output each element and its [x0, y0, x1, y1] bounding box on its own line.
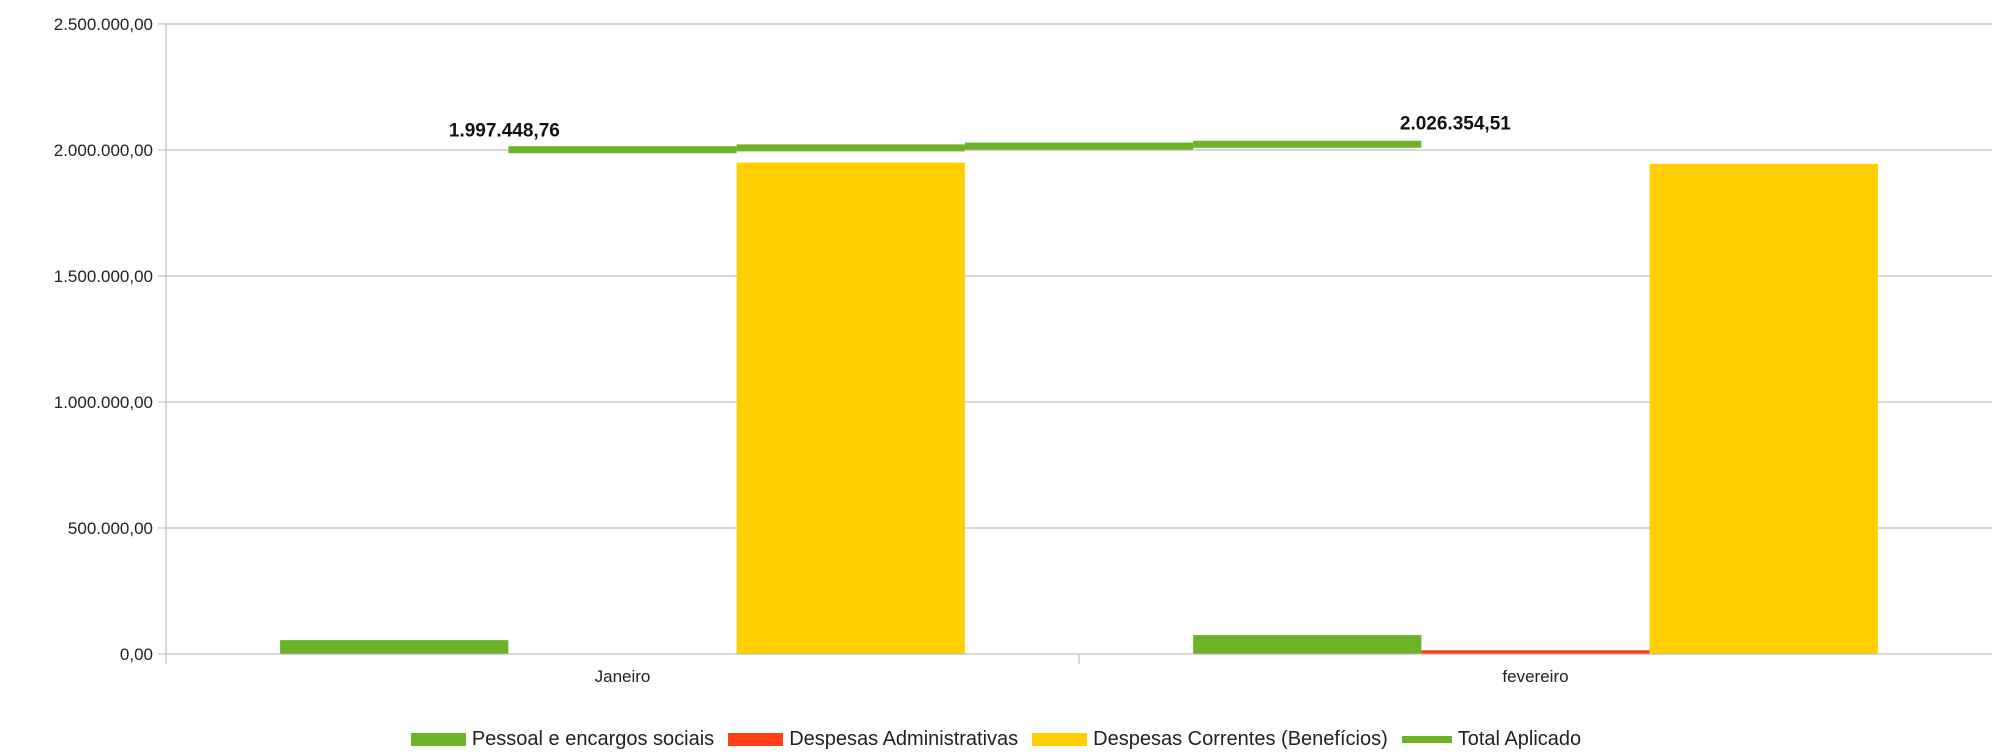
labels: 0,00 500.000,00 1.000.000,00 1.500.000,00 2.…	[54, 15, 1569, 686]
legend-swatch-pessoal	[410, 732, 466, 746]
legend-label-total: Total Aplicado	[1457, 727, 1582, 750]
x-tick-label: fevereiro	[1502, 667, 1568, 686]
legend-swatch-total	[1401, 735, 1452, 743]
y-tick-label: 0,00	[120, 645, 153, 664]
bar	[736, 162, 965, 654]
legend: Pessoal e encargos sociais Despesas Admi…	[0, 726, 1992, 752]
bars	[280, 162, 1878, 655]
legend-label-pessoal: Pessoal e encargos sociais	[471, 727, 715, 750]
y-tick-label: 1.500.000,00	[54, 267, 153, 286]
total-line	[508, 140, 1422, 154]
x-tick-label: Janeiro	[595, 667, 651, 686]
legend-item-administrativas: Despesas Administrativas	[728, 728, 1018, 751]
y-tick-label: 1.000.000,00	[54, 393, 153, 412]
bar	[1193, 635, 1422, 654]
legend-item-correntes: Despesas Correntes (Benefícios)	[1032, 728, 1388, 751]
legend-swatch-correntes	[1032, 732, 1088, 746]
bar	[1649, 163, 1878, 655]
bar	[1421, 650, 1650, 654]
legend-swatch-administrativas	[728, 732, 784, 746]
y-tick-label: 500.000,00	[68, 519, 153, 538]
data-label: 2.026.354,51	[1400, 113, 1511, 134]
legend-item-pessoal: Pessoal e encargos sociais	[410, 727, 715, 751]
data-label: 1.997.448,76	[449, 121, 560, 142]
bar	[280, 640, 509, 654]
y-tick-label: 2.500.000,00	[54, 15, 153, 34]
legend-label-correntes: Despesas Correntes (Benefícios)	[1093, 727, 1388, 750]
legend-item-total: Total Aplicado	[1401, 727, 1582, 751]
legend-label-administrativas: Despesas Administrativas	[789, 727, 1019, 750]
axes	[158, 23, 1992, 664]
y-tick-label: 2.000.000,00	[54, 141, 153, 160]
